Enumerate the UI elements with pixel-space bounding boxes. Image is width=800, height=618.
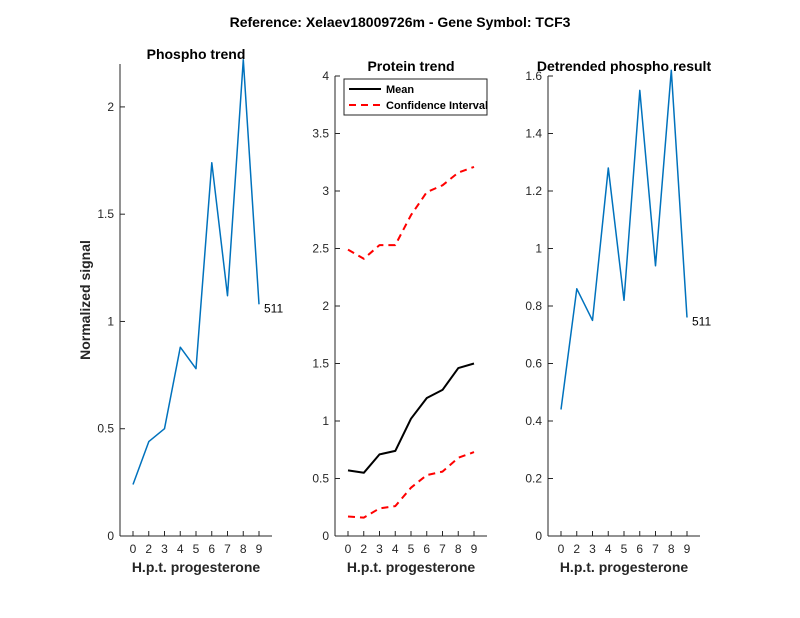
chart-1-x-tick-label: 7 xyxy=(439,542,446,556)
chart-1-legend-box xyxy=(343,78,488,116)
chart-2-x-tick-label: 2 xyxy=(573,542,580,556)
chart-0-x-tick-label: 7 xyxy=(224,542,231,556)
chart-0-title: Phospho trend xyxy=(147,46,246,62)
chart-1-x-tick-label: 9 xyxy=(471,542,478,556)
chart-1-x-tick-label: 5 xyxy=(408,542,415,556)
chart-2-y-tick-label: 0.4 xyxy=(525,414,542,428)
chart-2-title: Detrended phospho result xyxy=(537,58,712,74)
chart-0-series-phospho xyxy=(132,58,260,485)
chart-2-y-tick-label: 0.8 xyxy=(525,299,542,313)
chart-0-point-annotation: 511 xyxy=(264,301,283,315)
chart-0-x-tick-label: 6 xyxy=(208,542,215,556)
chart-1-y-tick-label: 0 xyxy=(322,529,329,543)
chart-2-x-tick-label: 6 xyxy=(636,542,643,556)
chart-1-y-tick-label: 2 xyxy=(322,299,329,313)
chart-2-x-tick-label: 9 xyxy=(684,542,691,556)
chart-0-y-tick-label: 1 xyxy=(107,314,114,328)
chart-1-series-confidence-interval xyxy=(347,165,475,260)
chart-1-y-tick-label: 4 xyxy=(322,69,329,83)
chart-2-y-tick-label: 0.2 xyxy=(525,472,542,486)
chart-2-y-tick-label: 1.6 xyxy=(525,69,542,83)
chart-2-y-tick-label: 0 xyxy=(535,529,542,543)
chart-0-y-label: Normalized signal xyxy=(77,240,93,360)
chart-1-x-label: H.p.t. progesterone xyxy=(347,559,476,575)
chart-1-title: Protein trend xyxy=(367,58,454,74)
chart-1-x-tick-label: 2 xyxy=(360,542,367,556)
chart-1-y-tick-label: 0.5 xyxy=(312,472,329,486)
chart-2-x-tick-label: 5 xyxy=(621,542,628,556)
figure-suptitle: Reference: Xelaev18009726m - Gene Symbol… xyxy=(230,14,571,30)
chart-1-series-confidence-interval-lower xyxy=(347,451,475,519)
chart-0-x-tick-label: 2 xyxy=(145,542,152,556)
chart-2-x-tick-label: 4 xyxy=(605,542,612,556)
chart-2-series-detrended xyxy=(560,69,688,410)
chart-0-x-tick-label: 4 xyxy=(177,542,184,556)
chart-1-x-tick-label: 4 xyxy=(392,542,399,556)
chart-2-point-annotation: 511 xyxy=(692,315,711,329)
chart-2-y-tick-label: 1.4 xyxy=(525,127,542,141)
chart-2-x-tick-label: 3 xyxy=(589,542,596,556)
chart-0-y-tick-label: 1.5 xyxy=(97,207,114,221)
chart-2-y-tick-label: 1.2 xyxy=(525,184,542,198)
chart-1-y-tick-label: 1.5 xyxy=(312,357,329,371)
chart-0-x-tick-label: 5 xyxy=(193,542,200,556)
chart-1-x-tick-label: 3 xyxy=(376,542,383,556)
chart-0-y-tick-label: 0 xyxy=(107,529,114,543)
chart-1-y-tick-label: 3.5 xyxy=(312,127,329,141)
chart-1-legend-label-mean: Mean xyxy=(386,84,414,96)
chart-1-series-mean xyxy=(347,362,475,474)
chart-2-x-tick-label: 0 xyxy=(558,542,565,556)
chart-2-x-tick-label: 8 xyxy=(668,542,675,556)
chart-2-y-tick-label: 1 xyxy=(535,242,542,256)
chart-1-x-tick-label: 0 xyxy=(345,542,352,556)
chart-1-x-tick-label: 8 xyxy=(455,542,462,556)
chart-1-legend-label-confidence-interval: Confidence Interval xyxy=(386,100,488,112)
chart-0-x-tick-label: 0 xyxy=(130,542,137,556)
panel-detrended-phospho-result: Detrended phospho result 0 0.2 0.4 0.6 0.8 1 1.… xyxy=(525,58,711,575)
chart-0-y-tick-label: 0.5 xyxy=(97,422,114,436)
chart-1-y-tick-label: 3 xyxy=(322,184,329,198)
chart-1-y-tick-label: 2.5 xyxy=(312,242,329,256)
chart-0-x-tick-label: 8 xyxy=(240,542,247,556)
chart-2-x-label: H.p.t. progesterone xyxy=(560,559,689,575)
chart-0-x-tick-label: 3 xyxy=(161,542,168,556)
chart-1-y-tick-label: 1 xyxy=(322,414,329,428)
chart-1-x-tick-label: 6 xyxy=(423,542,430,556)
chart-0-x-tick-label: 9 xyxy=(256,542,263,556)
chart-0-y-tick-label: 2 xyxy=(107,100,114,114)
chart-0-x-label: H.p.t. progesterone xyxy=(132,559,261,575)
chart-2-y-tick-label: 0.6 xyxy=(525,357,542,371)
chart-2-x-tick-label: 7 xyxy=(652,542,659,556)
